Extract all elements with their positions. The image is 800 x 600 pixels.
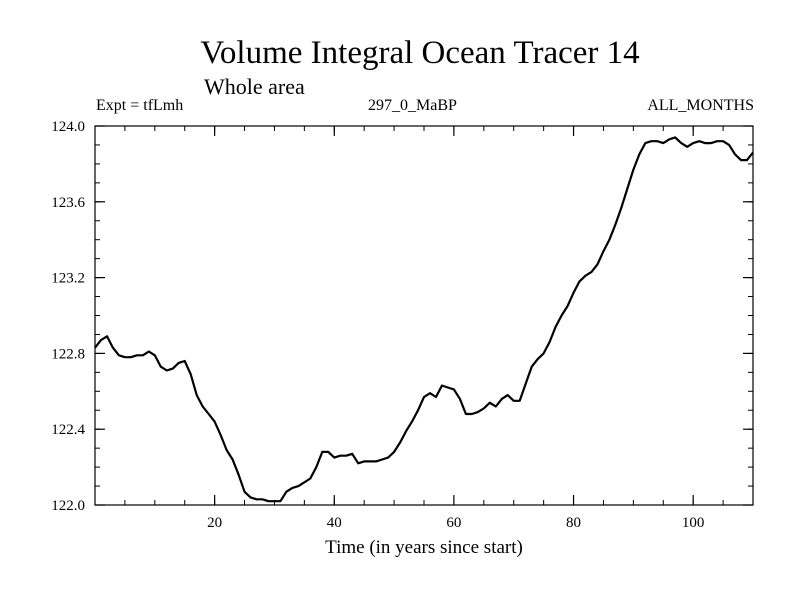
x-tick-label: 20 [207, 515, 222, 531]
experiment-label: Expt = tfLmh [96, 97, 184, 114]
months-label: ALL_MONTHS [647, 97, 754, 114]
chart-subtitle: Whole area [204, 74, 305, 99]
plot-frame [94, 125, 754, 506]
x-tick-label: 40 [327, 515, 342, 531]
x-tick-label: 60 [446, 515, 461, 531]
y-tick-label: 122.4 [51, 422, 85, 438]
y-tick-label: 122.0 [51, 498, 85, 514]
period-label: 297_0_MaBP [368, 97, 457, 114]
y-tick-label: 124.0 [51, 119, 85, 135]
chart-title: Volume Integral Ocean Tracer 14 [200, 35, 640, 71]
y-tick-label: 122.8 [51, 346, 85, 362]
x-tick-label: 100 [682, 515, 705, 531]
y-tick-label: 123.2 [51, 271, 85, 287]
x-axis-title: Time (in years since start) [325, 537, 523, 558]
series-line-0 [94, 136, 754, 503]
y-tick-label: 123.6 [51, 195, 85, 211]
x-tick-label: 80 [566, 515, 581, 531]
